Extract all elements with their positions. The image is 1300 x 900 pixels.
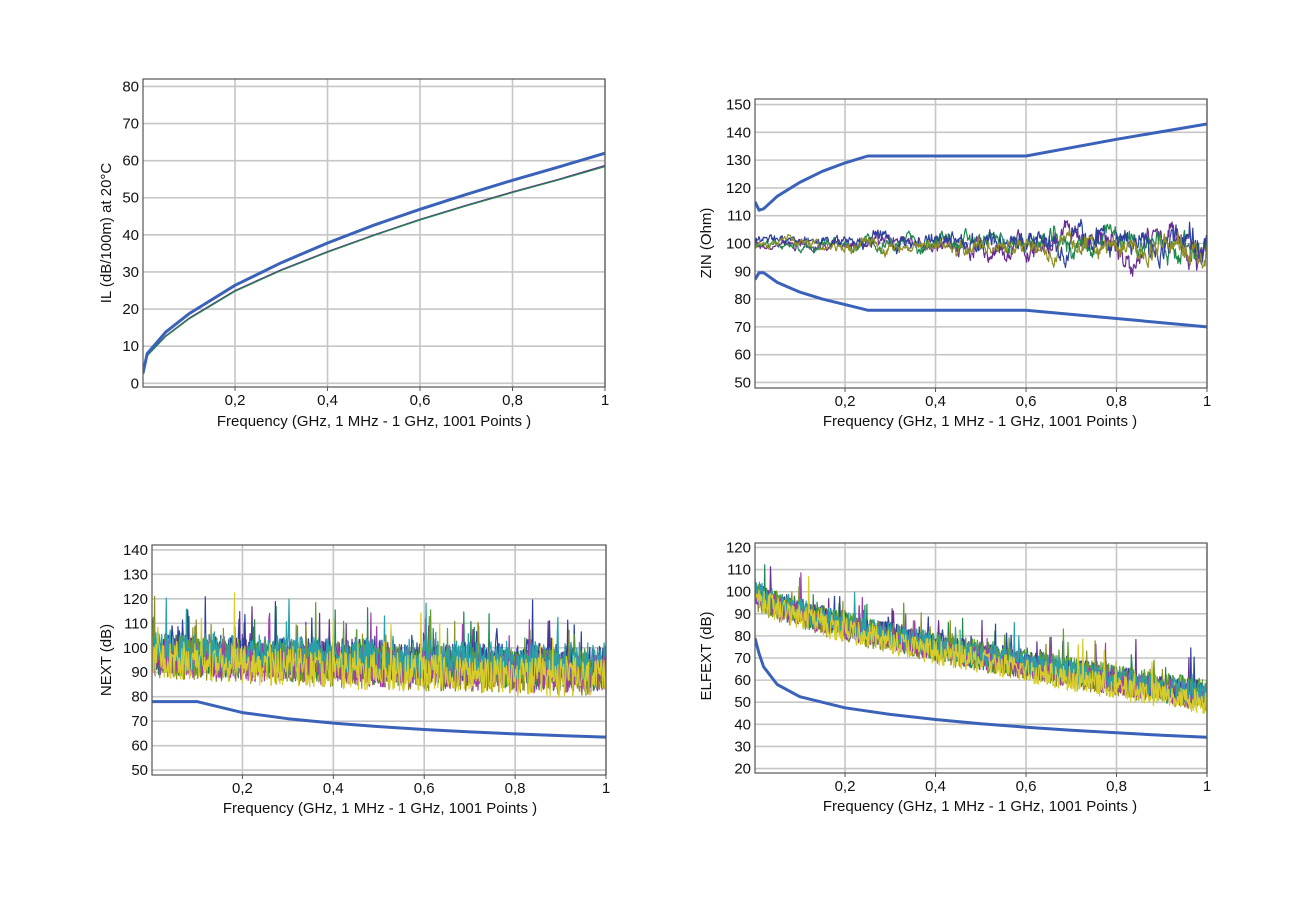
il-x-tick-label: 0,4 xyxy=(317,392,338,409)
next-series-group xyxy=(152,592,606,739)
next-y-axis-label: NEXT (dB) xyxy=(98,624,115,696)
zin-series-group xyxy=(755,122,1207,329)
zin-x-tick-label: 0,8 xyxy=(1106,393,1127,410)
next-y-tick-label: 70 xyxy=(131,713,148,730)
next-x-tick-label: 0,8 xyxy=(505,780,526,797)
zin-y-tick-label: 140 xyxy=(726,124,751,141)
next-x-axis-label: Frequency (GHz, 1 MHz - 1 GHz, 1001 Poin… xyxy=(223,800,537,817)
elfext-x-axis-label: Frequency (GHz, 1 MHz - 1 GHz, 1001 Poin… xyxy=(823,798,1137,815)
zin-y-tick-label: 150 xyxy=(726,97,751,114)
elfext-y-tick-label: 60 xyxy=(734,672,751,689)
elfext-y-tick-label: 40 xyxy=(734,716,751,733)
zin-y-tick-label: 90 xyxy=(734,263,751,280)
zin-y-tick-label: 100 xyxy=(726,236,751,253)
elfext-x-tick-label: 0,2 xyxy=(835,778,856,795)
elfext-y-tick-label: 120 xyxy=(726,539,751,556)
next-x-tick-label: 0,6 xyxy=(414,780,435,797)
il-y-tick-label: 50 xyxy=(122,190,139,207)
next-y-tick-label: 100 xyxy=(123,640,148,657)
input-impedance-chart: Frequency (GHz, 1 MHz - 1 GHz, 1001 Poin… xyxy=(698,97,1211,430)
zin-y-tick-label: 70 xyxy=(734,319,751,336)
il-y-tick-label: 0 xyxy=(131,375,139,392)
il-x-tick-label: 0,2 xyxy=(225,392,246,409)
elfext-y-tick-label: 30 xyxy=(734,738,751,755)
elfext-plot-frame xyxy=(754,542,1208,774)
zin-x-tick-label: 0,6 xyxy=(1016,393,1037,410)
elfext-chart: Frequency (GHz, 1 MHz - 1 GHz, 1001 Poin… xyxy=(698,539,1211,815)
zin-y-axis-label: ZIN (Ohm) xyxy=(698,208,715,279)
il-x-axis-label: Frequency (GHz, 1 MHz - 1 GHz, 1001 Poin… xyxy=(217,413,531,430)
zin-x-tick-label: 1 xyxy=(1203,393,1211,410)
zin-measured-trace xyxy=(755,229,1207,269)
il-y-tick-label: 80 xyxy=(122,78,139,95)
zin-y-tick-label: 130 xyxy=(726,152,751,169)
elfext-x-tick-label: 1 xyxy=(1203,778,1211,795)
elfext-y-tick-label: 70 xyxy=(734,650,751,667)
zin-x-tick-label: 0,4 xyxy=(925,393,946,410)
il-x-tick-label: 0,8 xyxy=(502,392,523,409)
next-y-tick-label: 50 xyxy=(131,762,148,779)
next-chart: Frequency (GHz, 1 MHz - 1 GHz, 1001 Poin… xyxy=(98,542,610,817)
elfext-y-tick-label: 80 xyxy=(734,628,751,645)
elfext-x-tick-label: 0,8 xyxy=(1106,778,1127,795)
elfext-y-tick-label: 110 xyxy=(727,562,751,579)
elfext-measured-trace xyxy=(755,575,1207,714)
zin-measured-trace xyxy=(755,218,1207,269)
il-y-tick-label: 10 xyxy=(122,338,139,355)
next-plot-frame xyxy=(151,544,607,776)
zin-limit-line xyxy=(755,271,1207,329)
zin-plot-frame xyxy=(754,98,1208,389)
il-y-tick-label: 70 xyxy=(122,116,139,133)
il-x-tick-label: 1 xyxy=(601,392,609,409)
il-y-tick-label: 60 xyxy=(122,153,139,170)
insertion-loss-chart: Frequency (GHz, 1 MHz - 1 GHz, 1001 Poin… xyxy=(98,78,609,430)
next-y-tick-label: 110 xyxy=(124,615,148,632)
elfext-measured-trace xyxy=(755,581,1207,708)
next-y-tick-label: 140 xyxy=(123,542,148,559)
elfext-limit-line xyxy=(755,637,1207,739)
il-limit-line xyxy=(143,151,605,374)
il-x-tick-label: 0,6 xyxy=(410,392,431,409)
zin-x-tick-label: 0,2 xyxy=(835,393,856,410)
il-measured-trace xyxy=(143,166,605,375)
elfext-y-tick-label: 50 xyxy=(734,694,751,711)
il-y-axis-label: IL (dB/100m) at 20°C xyxy=(98,163,115,304)
next-y-tick-label: 80 xyxy=(131,689,148,706)
il-y-tick-label: 20 xyxy=(122,301,139,318)
next-x-tick-label: 0,4 xyxy=(323,780,344,797)
elfext-y-tick-label: 100 xyxy=(726,584,751,601)
next-x-tick-label: 0,2 xyxy=(232,780,253,797)
elfext-x-tick-label: 0,4 xyxy=(925,778,946,795)
elfext-y-axis-label: ELFEXT (dB) xyxy=(698,612,715,701)
next-y-tick-label: 120 xyxy=(123,591,148,608)
il-y-tick-label: 40 xyxy=(122,227,139,244)
elfext-series-group xyxy=(755,564,1207,739)
zin-y-tick-label: 80 xyxy=(734,291,751,308)
il-series-group xyxy=(143,151,605,375)
next-x-tick-label: 1 xyxy=(602,780,610,797)
il-y-tick-label: 30 xyxy=(122,264,139,281)
il-plot-frame xyxy=(142,78,606,388)
elfext-x-tick-label: 0,6 xyxy=(1016,778,1037,795)
next-limit-line xyxy=(152,700,606,739)
next-measured-trace xyxy=(152,592,606,698)
next-y-tick-label: 60 xyxy=(131,738,148,755)
zin-x-axis-label: Frequency (GHz, 1 MHz - 1 GHz, 1001 Poin… xyxy=(823,413,1137,430)
next-y-tick-label: 90 xyxy=(131,664,148,681)
zin-y-tick-label: 50 xyxy=(734,374,751,391)
elfext-y-tick-label: 90 xyxy=(734,606,751,623)
zin-limit-line xyxy=(755,122,1207,212)
il-plot-area xyxy=(143,79,605,387)
zin-y-tick-label: 120 xyxy=(726,180,751,197)
next-y-tick-label: 130 xyxy=(123,566,148,583)
elfext-y-tick-label: 20 xyxy=(734,761,751,778)
zin-y-tick-label: 60 xyxy=(734,347,751,364)
zin-y-tick-label: 110 xyxy=(727,208,751,225)
